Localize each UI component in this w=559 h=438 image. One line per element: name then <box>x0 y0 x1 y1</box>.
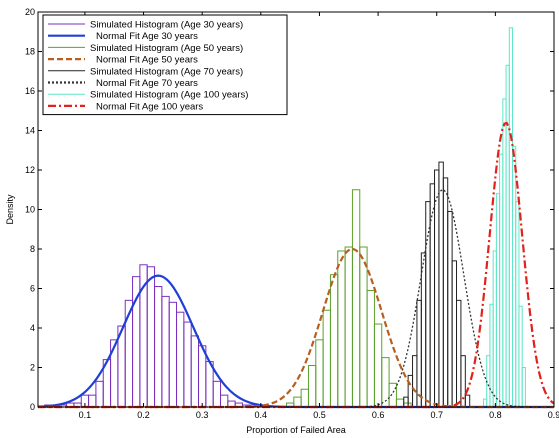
histogram-bar <box>146 266 156 408</box>
histogram-bar <box>88 394 97 408</box>
histogram-bar <box>407 374 414 408</box>
histogram-bar <box>388 382 397 408</box>
x-tick-label: 0.5 <box>313 410 326 420</box>
x-tick-label: 0.6 <box>372 410 385 420</box>
histogram-bar <box>381 357 390 408</box>
y-tick-label: 6 <box>30 284 35 294</box>
y-tick-label: 8 <box>30 244 35 254</box>
legend-entry: Normal Fit Age 100 years <box>96 101 203 112</box>
histogram-bar <box>456 299 462 408</box>
histogram-bar <box>183 321 192 408</box>
histogram-bar <box>429 183 436 408</box>
x-tick-label: 0.9 <box>548 410 559 420</box>
x-tick-label: 0.1 <box>79 410 92 420</box>
histogram-bar <box>220 394 229 408</box>
histogram-bar <box>521 367 526 408</box>
y-tick-label: 16 <box>25 86 35 96</box>
y-tick-label: 14 <box>25 126 35 136</box>
histogram-bar <box>351 189 361 408</box>
axis-ticks: 0.1 0.2 0.3 0.4 0.5 0.6 0.7 0.8 0.9 0 2 4 6 8 10 12 14 16… <box>25 7 559 420</box>
y-tick-label: 18 <box>25 47 35 57</box>
normal-fit-curve <box>38 121 555 409</box>
histogram-bar <box>438 161 444 408</box>
histogram-bar <box>293 396 302 408</box>
normal-fit-curve <box>38 189 554 408</box>
y-tick-label: 20 <box>25 7 35 17</box>
histogram-bar <box>373 323 383 408</box>
legend-box <box>42 14 288 116</box>
x-tick-label: 0.2 <box>137 410 150 420</box>
histogram-bar <box>315 339 324 408</box>
x-axis-label: Proportion of Failed Area <box>246 425 346 435</box>
legend-entry: Simulated Histogram (Age 70 years) <box>90 66 243 77</box>
y-tick-label: 10 <box>25 205 35 215</box>
histogram-bar <box>464 394 471 408</box>
histogram-bar <box>434 169 440 408</box>
histogram-bar <box>366 289 375 408</box>
histogram-bar <box>168 301 178 408</box>
legend-entry: Normal Fit Age 30 years <box>96 31 198 42</box>
legend: Simulated Histogram (Age 30 years)Normal… <box>42 14 288 116</box>
x-tick-label: 0.4 <box>255 410 268 420</box>
histogram-bar <box>344 246 353 408</box>
histogram-bar <box>322 309 331 408</box>
y-tick-label: 2 <box>30 363 35 373</box>
y-tick-label: 12 <box>25 165 35 175</box>
histogram-bar <box>359 246 368 408</box>
histogram-bar <box>412 355 418 408</box>
y-axis-label: Density <box>5 194 15 225</box>
histogram-bar <box>395 398 405 408</box>
x-tick-label: 0.8 <box>489 410 502 420</box>
histogram-bar <box>416 299 422 408</box>
histogram-bar <box>190 335 200 408</box>
y-tick-label: 4 <box>30 323 35 333</box>
histogram-bar <box>154 286 163 408</box>
histogram-bar <box>329 274 339 408</box>
legend-entry: Normal Fit Age 50 years <box>96 55 198 66</box>
histogram-bar <box>403 396 409 408</box>
histogram-bar <box>198 345 207 408</box>
legend-entry: Normal Fit Age 70 years <box>96 78 198 89</box>
legend-entry: Simulated Histogram (Age 100 years) <box>90 90 248 101</box>
x-tick-label: 0.7 <box>430 410 443 420</box>
y-tick-label: 0 <box>30 402 35 412</box>
legend-entry: Simulated Histogram (Age 30 years) <box>90 20 243 31</box>
histogram-bar <box>442 177 449 408</box>
normal-fit-curve <box>37 274 554 409</box>
histogram-bar <box>420 252 427 408</box>
histogram-bar <box>451 260 458 408</box>
histogram-bar <box>337 250 346 408</box>
histogram-bar <box>307 365 317 408</box>
histogram-bar <box>161 295 170 408</box>
histogram-bar <box>300 388 309 408</box>
histogram-bar <box>95 380 104 408</box>
normal-fit-curves <box>37 121 555 409</box>
legend-entry: Simulated Histogram (Age 50 years) <box>90 43 243 54</box>
normal-fit-curve <box>38 247 554 409</box>
x-tick-label: 0.3 <box>196 410 209 420</box>
histogram-bar <box>447 210 453 408</box>
histogram-bar <box>176 311 185 408</box>
histogram-bar <box>212 380 222 408</box>
